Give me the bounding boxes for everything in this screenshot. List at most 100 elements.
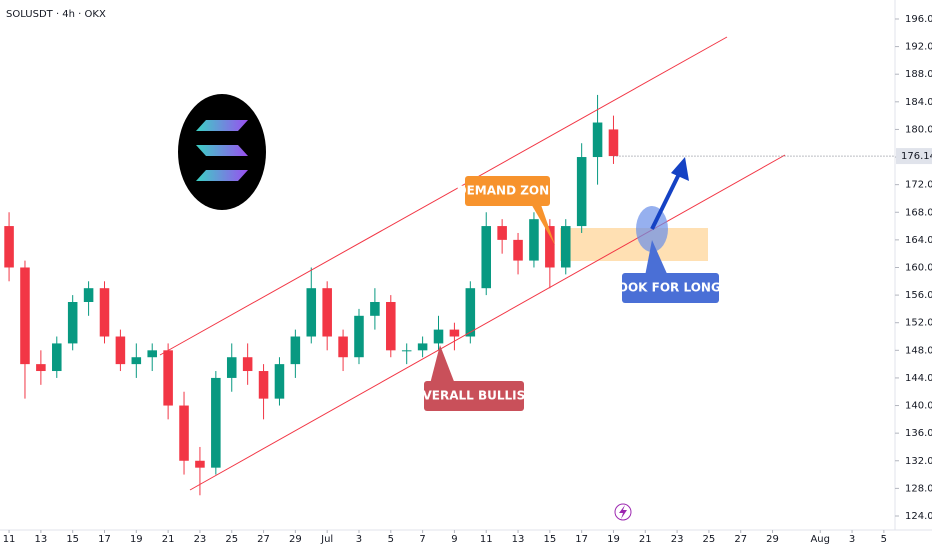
x-tick-label: 9: [451, 534, 457, 545]
y-tick-label: 144.00: [905, 373, 932, 384]
solana-logo: [178, 94, 266, 210]
y-tick-label: 164.00: [905, 235, 932, 246]
annotation-text: LOOK FOR LONGS: [611, 281, 730, 295]
candle-body: [163, 350, 173, 406]
candle-body: [370, 301, 380, 316]
y-tick-label: 184.00: [905, 97, 932, 108]
y-tick-label: 196.00: [905, 14, 932, 25]
candle-body: [36, 364, 46, 372]
x-tick-label: 13: [35, 534, 48, 545]
x-tick-label: 3: [356, 534, 362, 545]
chart-title: SOLUSDT · 4h · OKX: [6, 9, 106, 20]
y-tick-label: 128.00: [905, 483, 932, 494]
candle-body: [513, 239, 523, 261]
y-tick-label: 168.00: [905, 207, 932, 218]
candle-body: [4, 226, 14, 268]
y-tick-label: 148.00: [905, 345, 932, 356]
candle-body: [258, 371, 269, 399]
candle-body: [20, 267, 30, 365]
candle-body: [274, 364, 285, 399]
x-tick-label: 7: [419, 534, 425, 545]
x-tick-label: 27: [734, 534, 747, 545]
candle-body: [242, 357, 253, 372]
candle-body: [338, 336, 348, 358]
x-tick-label: 11: [3, 534, 16, 545]
candle-body: [354, 315, 364, 358]
candle-body: [465, 288, 476, 337]
y-tick-label: 172.00: [905, 180, 932, 191]
candle-body: [576, 157, 587, 227]
channel-lower: [189, 154, 786, 491]
x-tick-label: 23: [194, 534, 207, 545]
overall-bullish-label: OVERALL BULLISH: [413, 345, 536, 411]
look-for-longs-label: LOOK FOR LONGS: [611, 240, 730, 303]
x-tick-label: 23: [671, 534, 684, 545]
candle-body: [417, 343, 428, 351]
demand-zone-label: DEMAND ZONE: [457, 176, 558, 245]
x-tick-label: 5: [881, 534, 887, 545]
x-tick-label: 25: [703, 534, 716, 545]
candle-body: [147, 350, 157, 358]
event-icon: [614, 503, 632, 521]
y-tick-label: 136.00: [905, 428, 932, 439]
arrow-head: [671, 157, 689, 181]
candle-body: [560, 226, 571, 268]
x-tick-label: 5: [388, 534, 394, 545]
y-tick-label: 124.00: [905, 511, 932, 522]
candle-body: [290, 336, 301, 365]
x-tick-label: Jul: [320, 534, 333, 545]
x-tick-label: 21: [162, 534, 175, 545]
candle-body: [592, 122, 603, 158]
x-tick-label: 21: [639, 534, 652, 545]
candle-body: [83, 288, 94, 302]
channel-upper: [159, 36, 728, 356]
candle-body: [401, 350, 412, 352]
x-tick-label: 11: [480, 534, 493, 545]
annotation-text: DEMAND ZONE: [457, 184, 558, 198]
x-tick-label: 29: [289, 534, 302, 545]
candle-body: [131, 357, 142, 365]
y-tick-label: 192.00: [905, 42, 932, 53]
candle-body: [306, 288, 317, 337]
candle-body: [545, 226, 555, 268]
candle-body: [211, 377, 221, 468]
candle-body: [433, 329, 444, 344]
x-tick-label: 17: [98, 534, 111, 545]
annotation-text: OVERALL BULLISH: [413, 389, 536, 403]
y-tick-label: 180.00: [905, 124, 932, 135]
candle-body: [52, 343, 62, 372]
candle-body: [529, 219, 539, 261]
candle-body: [449, 329, 460, 337]
y-tick-label: 132.00: [905, 456, 932, 467]
candle-body: [226, 357, 237, 378]
y-tick-label: 140.00: [905, 401, 932, 412]
candle-body: [99, 288, 110, 337]
candle-body: [608, 129, 619, 157]
x-tick-label: 19: [607, 534, 620, 545]
x-tick-label: Aug: [810, 534, 830, 545]
candle-body: [179, 405, 189, 461]
candle-body: [386, 301, 396, 351]
x-tick-label: 13: [512, 534, 525, 545]
y-tick-label: 152.00: [905, 318, 932, 329]
x-tick-label: 3: [849, 534, 855, 545]
x-tick-label: 19: [130, 534, 143, 545]
last-price-box: [896, 148, 932, 165]
x-tick-label: 29: [766, 534, 779, 545]
candle-body: [115, 336, 126, 365]
arrow-shaft: [650, 171, 682, 230]
x-tick-label: 17: [575, 534, 588, 545]
demand-zone: [560, 228, 708, 261]
x-tick-label: 27: [257, 534, 270, 545]
y-tick-label: 156.00: [905, 290, 932, 301]
x-tick-label: 15: [66, 534, 79, 545]
candle-body: [497, 226, 507, 240]
candle-body: [481, 226, 492, 289]
x-tick-label: 15: [543, 534, 556, 545]
x-tick-label: 25: [225, 534, 238, 545]
last-price-label: 176.14: [901, 151, 932, 162]
candle-body: [322, 288, 332, 337]
